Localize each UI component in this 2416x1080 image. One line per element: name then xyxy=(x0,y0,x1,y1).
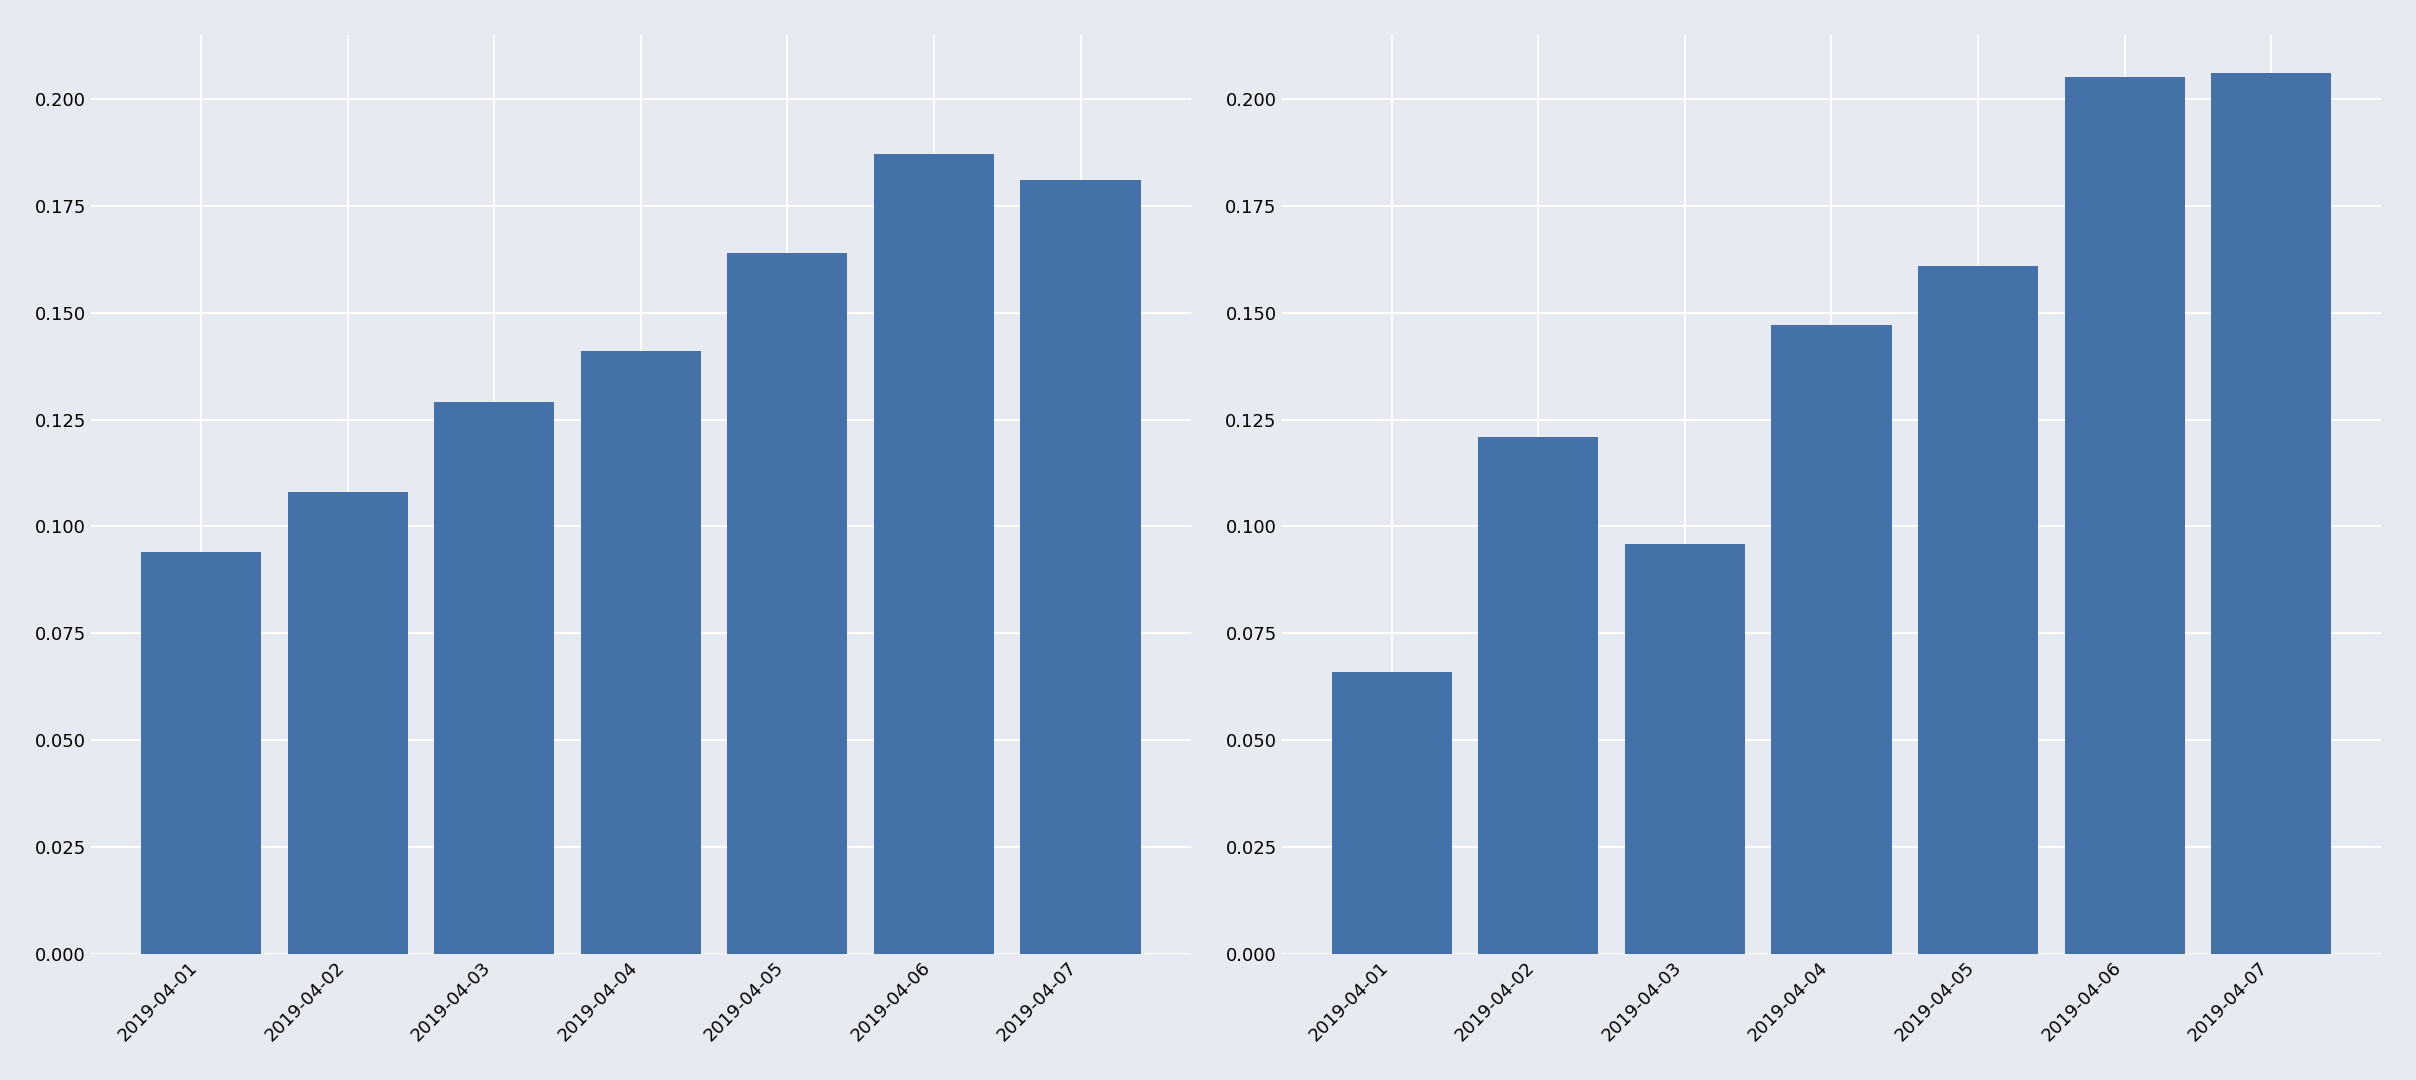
Bar xyxy=(1020,180,1140,954)
Bar xyxy=(2211,73,2331,954)
Bar xyxy=(727,253,848,954)
Bar xyxy=(580,351,701,954)
Bar xyxy=(140,552,261,954)
Bar xyxy=(875,154,993,954)
Bar xyxy=(1479,436,1599,954)
Bar xyxy=(1624,543,1744,954)
Bar xyxy=(1331,672,1452,954)
Bar xyxy=(288,492,408,954)
Bar xyxy=(2066,78,2184,954)
Bar xyxy=(1918,266,2039,954)
Bar xyxy=(1771,325,1892,954)
Bar xyxy=(435,403,553,954)
